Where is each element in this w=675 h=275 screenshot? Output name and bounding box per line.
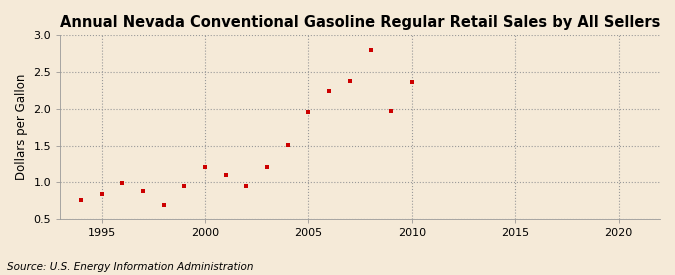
Title: Annual Nevada Conventional Gasoline Regular Retail Sales by All Sellers: Annual Nevada Conventional Gasoline Regu…	[60, 15, 660, 30]
Text: Source: U.S. Energy Information Administration: Source: U.S. Energy Information Administ…	[7, 262, 253, 272]
Y-axis label: Dollars per Gallon: Dollars per Gallon	[15, 74, 28, 180]
